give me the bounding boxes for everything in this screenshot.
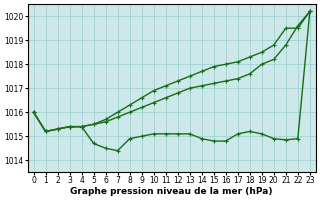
X-axis label: Graphe pression niveau de la mer (hPa): Graphe pression niveau de la mer (hPa) — [70, 187, 273, 196]
